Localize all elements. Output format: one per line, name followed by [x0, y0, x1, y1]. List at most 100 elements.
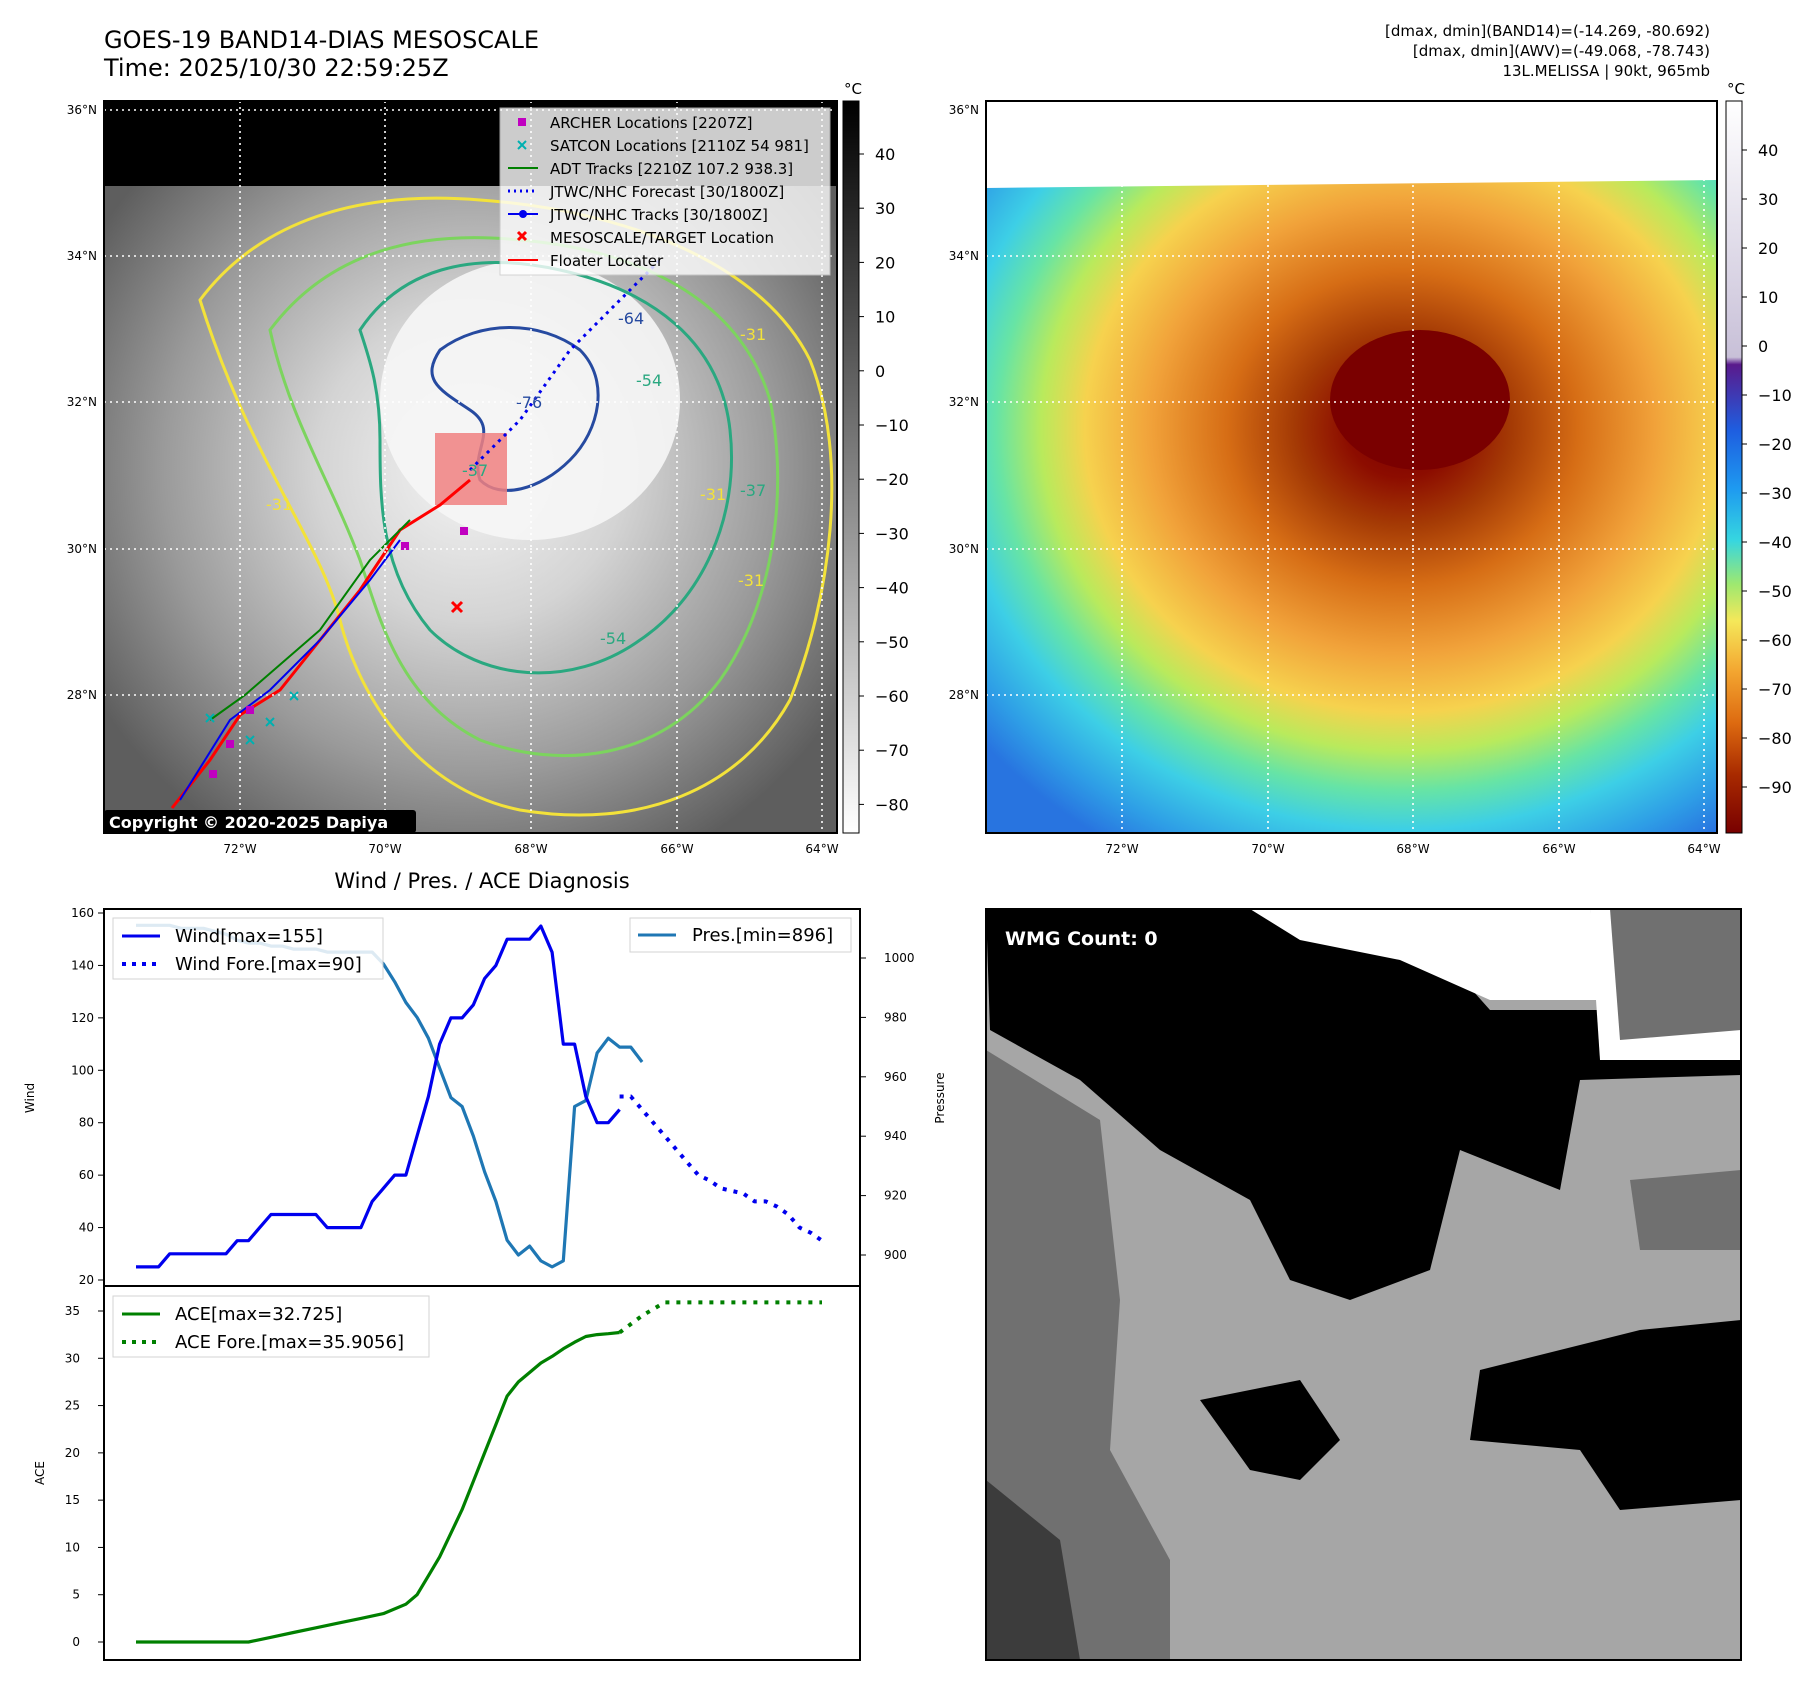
colorbar-left-tick: −50 [875, 633, 909, 652]
legend-adt: ADT Tracks [2210Z 107.2 938.3] [550, 160, 793, 178]
diagnosis-title: Wind / Pres. / ACE Diagnosis [334, 869, 629, 893]
wmg-field [986, 909, 1741, 1660]
colorbar-left-tick: 0 [875, 362, 885, 381]
awv-gridlines [986, 101, 1717, 833]
colorbar-left-tick: −80 [875, 795, 909, 814]
wind-pressure-chart: 160 140 120 100 80 60 40 20 1000 980 960 940 920 900… [23, 906, 947, 1287]
colorbar-right-tick: −60 [1758, 631, 1792, 650]
colorbar-left-tick: 30 [875, 199, 895, 218]
colorbar-right-tick: 20 [1758, 239, 1778, 258]
pressure-tick-label: 1000 [884, 951, 915, 965]
svg-text:34°N: 34°N [67, 249, 97, 263]
contour-labels: -64 -54 -76 -37 -31 -31 -31 -37 -54 -31 [266, 309, 766, 648]
ace-chart: 35 30 25 20 15 10 5 0 ACE ACE[max=32.725] ACE F… [33, 1285, 861, 1661]
ir-map-panel: -64 -54 -76 -37 -31 -31 -31 -37 -54 -31 [67, 100, 839, 856]
wmg-panel: WMG Count: 0 [985, 908, 1742, 1661]
svg-text:-54: -54 [636, 371, 662, 390]
legend-target: MESOSCALE/TARGET Location [550, 229, 774, 247]
lat-labels-right: 36°N 34°N 32°N 30°N 28°N [949, 103, 979, 702]
colorbar-right-tick: −10 [1758, 386, 1792, 405]
wind-tick-label: 80 [79, 1116, 94, 1130]
awv-map-panel: 36°N 34°N 32°N 30°N 28°N 72°W 70°W 68°W … [949, 100, 1721, 856]
svg-text:36°N: 36°N [949, 103, 979, 117]
legend-ace-forecast: ACE Fore.[max=35.9056] [175, 1332, 404, 1353]
legend-wind-forecast: Wind Fore.[max=90] [175, 954, 362, 975]
colorbar-left-tick: −40 [875, 579, 909, 598]
ace-tick-label: 0 [72, 1635, 80, 1649]
svg-text:-54: -54 [600, 629, 626, 648]
svg-text:34°N: 34°N [949, 249, 979, 263]
band14-range: [dmax, dmin](BAND14)=(-14.269, -80.692) [1385, 22, 1710, 40]
adt-track [209, 519, 411, 721]
colorbar-left-tick: −10 [875, 416, 909, 435]
awv-range: [dmax, dmin](AWV)=(-49.068, -78.743) [1412, 42, 1710, 60]
jtwc-track [179, 539, 401, 801]
ace-tick-label: 20 [65, 1446, 80, 1460]
colorbar-left-tick: −60 [875, 687, 909, 706]
wind-tick-label: 120 [71, 1011, 94, 1025]
wmg-count-box [997, 921, 1179, 953]
wind-series-line [136, 924, 621, 1269]
svg-text:-64: -64 [618, 309, 644, 328]
pressure-tick-label: 940 [884, 1129, 907, 1143]
svg-text:-37: -37 [462, 461, 488, 480]
wind-tick-label: 20 [79, 1273, 94, 1287]
colorbar-right-tick: 30 [1758, 190, 1778, 209]
colorbar-right-tick: −50 [1758, 582, 1792, 601]
legend-wind: Wind[max=155] [175, 926, 323, 947]
svg-text:30°N: 30°N [67, 542, 97, 556]
satcon-markers [205, 691, 299, 745]
pressure-axis-label: Pressure [933, 1072, 947, 1123]
svg-text:68°W: 68°W [1396, 842, 1429, 856]
svg-text:-31: -31 [738, 571, 764, 590]
pressure-tick-label: 960 [884, 1070, 907, 1084]
wind-forecast-series-line [619, 1094, 824, 1243]
colorbar-right-tick: 10 [1758, 288, 1778, 307]
svg-text:28°N: 28°N [949, 688, 979, 702]
colorbar-left-tick: −70 [875, 741, 909, 760]
pressure-tick-label: 900 [884, 1248, 907, 1262]
wind-tick-label: 40 [79, 1221, 94, 1235]
copyright: Copyright © 2020-2025 Dapiya [109, 813, 388, 832]
ace-axis-label: ACE [33, 1461, 47, 1485]
storm-info: 13L.MELISSA | 90kt, 965mb [1502, 62, 1710, 80]
svg-text:66°W: 66°W [660, 842, 693, 856]
svg-text:-31: -31 [266, 495, 292, 514]
colorbar-right-tick: 0 [1758, 337, 1768, 356]
legend-satcon: SATCON Locations [2110Z 54 981] [550, 137, 809, 155]
ace-tick-label: 35 [65, 1304, 80, 1318]
ace-legend [112, 1295, 430, 1358]
pressure-tick-label: 920 [884, 1189, 907, 1203]
ace-tick-label: 10 [65, 1540, 80, 1554]
wind-tick-label: 100 [71, 1063, 94, 1077]
lon-labels-left: 72°W 70°W 68°W 66°W 64°W [223, 842, 838, 856]
colorbar-right-tick: −30 [1758, 484, 1792, 503]
wind-tick-label: 140 [71, 958, 94, 972]
svg-text:°C: °C [844, 80, 862, 98]
svg-text:-31: -31 [740, 325, 766, 344]
svg-text:32°N: 32°N [67, 395, 97, 409]
wind-tick-label: 160 [71, 906, 94, 920]
colorbar-left-tick: 40 [875, 145, 895, 164]
lat-labels-left: 36°N 34°N 32°N 30°N 28°N [67, 103, 97, 702]
target-marker [450, 600, 464, 614]
colorbar-left-tick: 20 [875, 253, 895, 272]
lon-labels-right: 72°W 70°W 68°W 66°W 64°W [1105, 842, 1720, 856]
legend-tracks: JTWC/NHC Tracks [30/1800Z] [549, 206, 768, 224]
colorbar-right-tick: −40 [1758, 533, 1792, 552]
wind-legend [112, 917, 384, 980]
svg-text:-31: -31 [700, 485, 726, 504]
svg-text:36°N: 36°N [67, 103, 97, 117]
awv-image [986, 180, 1717, 833]
pressure-tick-label: 980 [884, 1010, 907, 1024]
colorbar-right-tick: −70 [1758, 680, 1792, 699]
awv-eye-region [1330, 330, 1510, 470]
copyright-box [104, 810, 416, 833]
colorbar-right-tick: −90 [1758, 778, 1792, 797]
svg-text:30°N: 30°N [949, 542, 979, 556]
colorbar-left-tick: −20 [875, 470, 909, 489]
colorbar-left: °C 40 30 20 10 0 −10 −20 −30 −40 −50 −60 −70 −80 [842, 80, 909, 834]
colorbar-left-tick: 10 [875, 308, 895, 327]
svg-text:32°N: 32°N [949, 395, 979, 409]
colorbar-right-tick: 40 [1758, 141, 1778, 160]
